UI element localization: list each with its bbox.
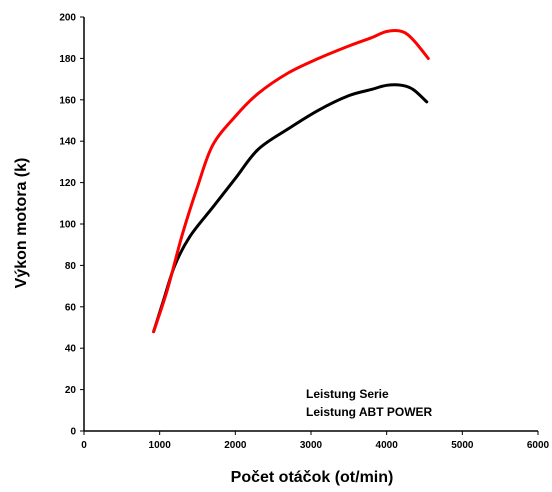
legend-entry-abt-power: Leistung ABT POWER bbox=[306, 405, 433, 419]
y-tick-label: 0 bbox=[70, 427, 76, 438]
y-tick-label: 100 bbox=[59, 220, 76, 231]
y-axis-ticks: 0 20 40 60 80 100 120 140 160 180 200 bbox=[59, 13, 84, 438]
y-axis-title: Výkon motora (k) bbox=[13, 158, 30, 289]
x-tick-label: 0 bbox=[81, 440, 87, 451]
y-tick-label: 200 bbox=[59, 13, 76, 24]
y-tick-label: 40 bbox=[65, 344, 77, 355]
x-tick-label: 3000 bbox=[300, 440, 323, 451]
x-tick-label: 5000 bbox=[451, 440, 474, 451]
x-tick-label: 1000 bbox=[149, 440, 172, 451]
y-tick-label: 180 bbox=[59, 54, 76, 65]
y-tick-label: 80 bbox=[65, 261, 77, 272]
series-line-serie bbox=[152, 83, 429, 334]
y-tick-label: 60 bbox=[65, 302, 77, 313]
axes bbox=[83, 17, 538, 432]
y-tick-label: 20 bbox=[65, 385, 77, 396]
legend: Leistung Serie Leistung ABT POWER bbox=[306, 387, 433, 419]
y-tick-label: 140 bbox=[59, 137, 76, 148]
x-axis-title: Počet otáčok (ot/min) bbox=[231, 469, 394, 486]
x-tick-label: 6000 bbox=[527, 440, 550, 451]
series-layer bbox=[152, 29, 430, 334]
x-axis-ticks: 0 1000 2000 3000 4000 5000 6000 bbox=[81, 431, 550, 451]
x-tick-label: 2000 bbox=[224, 440, 247, 451]
y-tick-label: 160 bbox=[59, 95, 76, 106]
x-tick-label: 4000 bbox=[376, 440, 399, 451]
y-tick-label: 120 bbox=[59, 178, 76, 189]
legend-entry-serie: Leistung Serie bbox=[306, 387, 389, 401]
series-line-abt-power bbox=[152, 29, 430, 334]
